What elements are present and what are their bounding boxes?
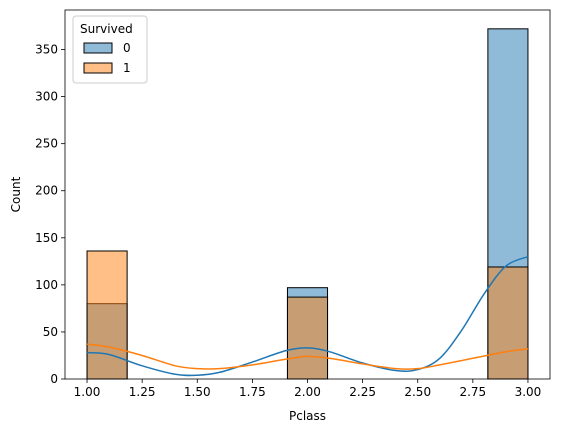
legend-title: Survived bbox=[80, 22, 133, 36]
x-tick-label: 2.00 bbox=[294, 385, 321, 399]
x-tick-label: 1.50 bbox=[184, 385, 211, 399]
y-axis-label: Count bbox=[9, 176, 23, 212]
y-tick-label: 350 bbox=[35, 43, 58, 57]
x-tick-label: 1.25 bbox=[129, 385, 156, 399]
legend-swatch-0 bbox=[83, 42, 113, 54]
y-tick-label: 0 bbox=[50, 372, 58, 386]
bar-series-1-bin-5 bbox=[286, 296, 329, 380]
bars-series-1 bbox=[86, 250, 529, 380]
bar-series-1-bin-0 bbox=[86, 250, 128, 380]
x-axis: 1.00 1.25 1.50 1.75 2.00 2.25 2.50 2.75 3.00 bbox=[74, 379, 542, 399]
x-tick-label: 2.75 bbox=[459, 385, 486, 399]
y-tick-label: 200 bbox=[35, 184, 58, 198]
x-tick-label: 2.50 bbox=[404, 385, 431, 399]
y-tick-label: 100 bbox=[35, 278, 58, 292]
legend-swatch-1 bbox=[83, 62, 113, 74]
bar-series-1-bin-10 bbox=[487, 266, 529, 380]
kde-line-series-1 bbox=[86, 343, 529, 370]
legend-label-0: 0 bbox=[123, 41, 131, 55]
legend-label-1: 1 bbox=[123, 61, 131, 75]
kde-lines bbox=[86, 255, 529, 377]
x-tick-label: 2.25 bbox=[349, 385, 376, 399]
x-axis-label: Pclass bbox=[289, 409, 326, 423]
x-tick-label: 1.75 bbox=[239, 385, 266, 399]
x-tick-label: 1.00 bbox=[74, 385, 101, 399]
y-tick-label: 50 bbox=[43, 325, 58, 339]
y-axis: 0 50 100 150 200 250 300 350 bbox=[35, 43, 65, 386]
y-tick-label: 150 bbox=[35, 231, 58, 245]
legend: Survived 0 1 bbox=[72, 15, 148, 84]
kde-line-series-0 bbox=[86, 255, 529, 377]
x-tick-label: 3.00 bbox=[515, 385, 542, 399]
y-tick-label: 300 bbox=[35, 90, 58, 104]
y-tick-label: 250 bbox=[35, 137, 58, 151]
